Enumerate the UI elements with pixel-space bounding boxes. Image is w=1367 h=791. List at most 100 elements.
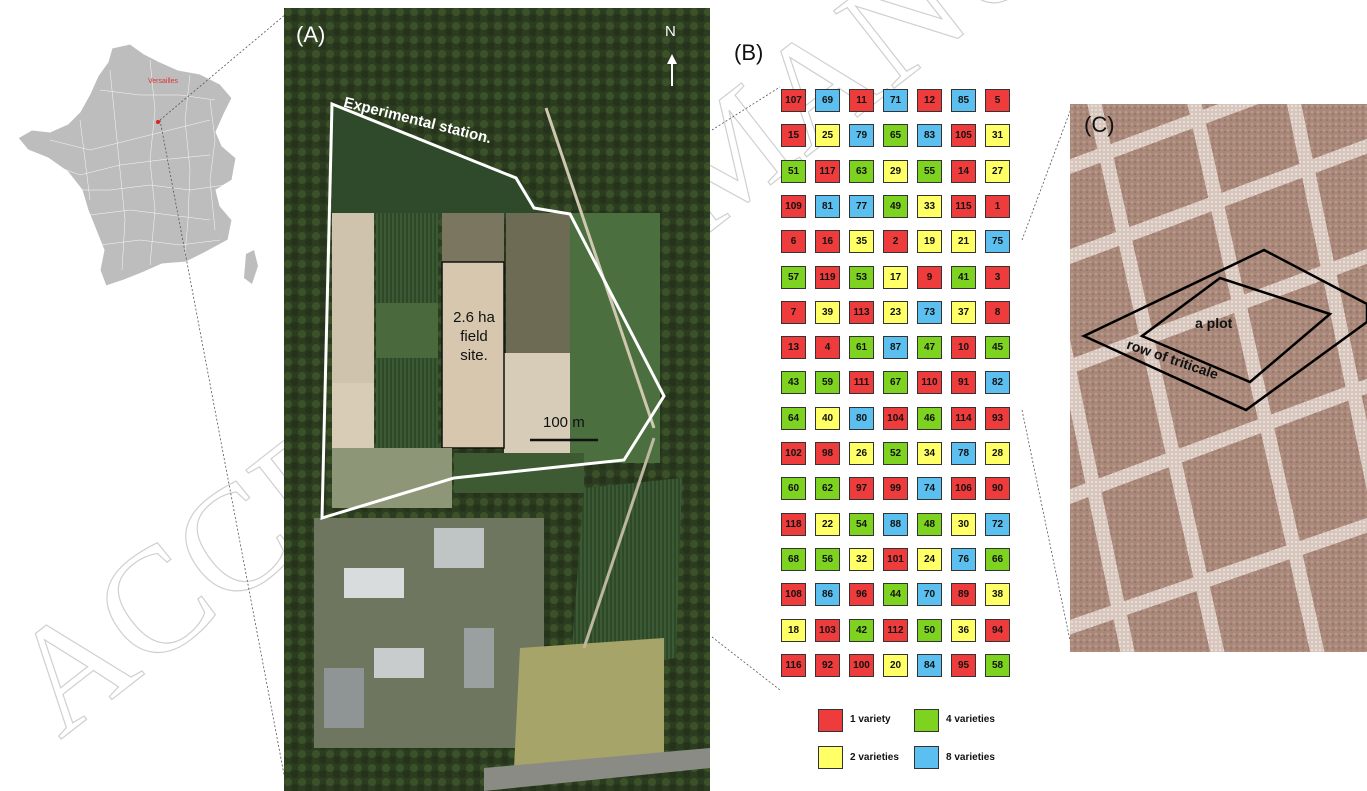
aerial-photo-panel: (A) N Experimental station. 2.6 ha field… [284,8,710,791]
plot-cell: 112 [883,618,908,642]
plot-cell: 89 [951,583,976,607]
plot-cell: 65 [883,124,908,148]
plot-cell: 77 [849,194,874,218]
plot-cell: 45 [985,336,1010,360]
plot-cell: 56 [815,547,840,571]
plot-cell: 109 [781,194,806,218]
plot-cell: 60 [781,477,806,501]
plot-cell: 4 [815,336,840,360]
plot-cell: 94 [985,618,1010,642]
plot-cell: 103 [815,618,840,642]
plot-cell: 66 [985,547,1010,571]
plot-cell: 58 [985,653,1010,677]
legend-swatch-2 [818,746,843,769]
plot-cell: 38 [985,583,1010,607]
plot-cell: 97 [849,477,874,501]
plot-cell: 90 [985,477,1010,501]
aerial-photo [284,8,710,791]
map-city-label: Versailles [148,78,178,85]
plot-cell: 49 [883,194,908,218]
panel-label-b: (B) [734,40,764,65]
plot-cell: 40 [815,406,840,430]
plot-cell: 71 [883,89,908,112]
plot-cell: 33 [917,194,942,218]
plot-cell: 28 [985,442,1010,465]
plot-cell: 54 [849,512,874,536]
plot-cell: 30 [951,512,976,536]
panel-label-c: (C) [1084,112,1115,137]
plot-cell: 108 [781,583,806,607]
plot-cell: 110 [917,371,942,395]
plot-cell: 100 [849,653,874,677]
legend-label-1: 1 variety [850,714,891,725]
plot-cell: 114 [951,406,976,430]
legend-label-4: 4 varieties [946,714,995,725]
plot-label: a plot [1195,315,1233,331]
plot-cell: 46 [917,406,942,430]
plot-cell: 68 [781,547,806,571]
plot-cell: 119 [815,265,840,289]
field-site-label: 2.6 ha field site. [439,308,509,365]
plot-cell: 47 [917,336,942,360]
plot-cell: 22 [815,512,840,536]
plot-cell: 14 [951,159,976,183]
plot-cell: 64 [781,406,806,430]
plot-cell: 59 [815,371,840,395]
plot-cell: 35 [849,230,874,254]
plot-cell: 104 [883,406,908,430]
plot-cell: 117 [815,159,840,183]
field-label-line3: site. [460,347,488,364]
plot-cell: 93 [985,406,1010,430]
plot-cell: 80 [849,406,874,430]
plot-cell: 79 [849,124,874,148]
corsica [244,250,258,284]
plot-cell: 12 [917,89,942,112]
plot-cell: 8 [985,300,1010,324]
plot-cell: 85 [951,89,976,112]
plot-cell: 101 [883,547,908,571]
panel-label-a: (A) [296,22,326,47]
plot-cell: 55 [917,159,942,183]
plot-cell: 99 [883,477,908,501]
plot-cell: 11 [849,89,874,112]
plot-cell: 32 [849,547,874,571]
plot-cell: 17 [883,265,908,289]
legend: 1 variety 4 varieties 2 varieties 8 vari… [810,706,1050,776]
plot-cell: 107 [781,89,806,112]
plot-cell: 43 [781,371,806,395]
plot-cell: 52 [883,442,908,465]
plot-cell: 70 [917,583,942,607]
plot-cell: 2 [883,230,908,254]
plot-cell: 15 [781,124,806,148]
plot-cell: 7 [781,300,806,324]
plot-cell: 41 [951,265,976,289]
plot-cell: 111 [849,371,874,395]
plot-cell: 73 [917,300,942,324]
legend-label-8: 8 varieties [946,752,995,763]
plot-cell: 92 [815,653,840,677]
plot-cell: 51 [781,159,806,183]
plot-cell: 29 [883,159,908,183]
plot-cell: 63 [849,159,874,183]
plot-cell: 102 [781,442,806,465]
france-outline [17,43,237,287]
plot-cell: 19 [917,230,942,254]
plot-cell: 86 [815,583,840,607]
plot-cell: 98 [815,442,840,465]
plot-cell: 88 [883,512,908,536]
plot-cell: 62 [815,477,840,501]
plot-cell: 44 [883,583,908,607]
plot-cell: 20 [883,653,908,677]
plot-cell: 57 [781,265,806,289]
legend-swatch-4 [914,709,939,732]
plot-cell: 72 [985,512,1010,536]
plot-cell: 96 [849,583,874,607]
plot-cell: 76 [951,547,976,571]
plot-cell: 118 [781,512,806,536]
plot-cell: 75 [985,230,1010,254]
plot-cell: 113 [849,300,874,324]
plot-cell: 13 [781,336,806,360]
plot-cell: 23 [883,300,908,324]
plot-cell: 61 [849,336,874,360]
legend-swatch-1 [818,709,843,732]
